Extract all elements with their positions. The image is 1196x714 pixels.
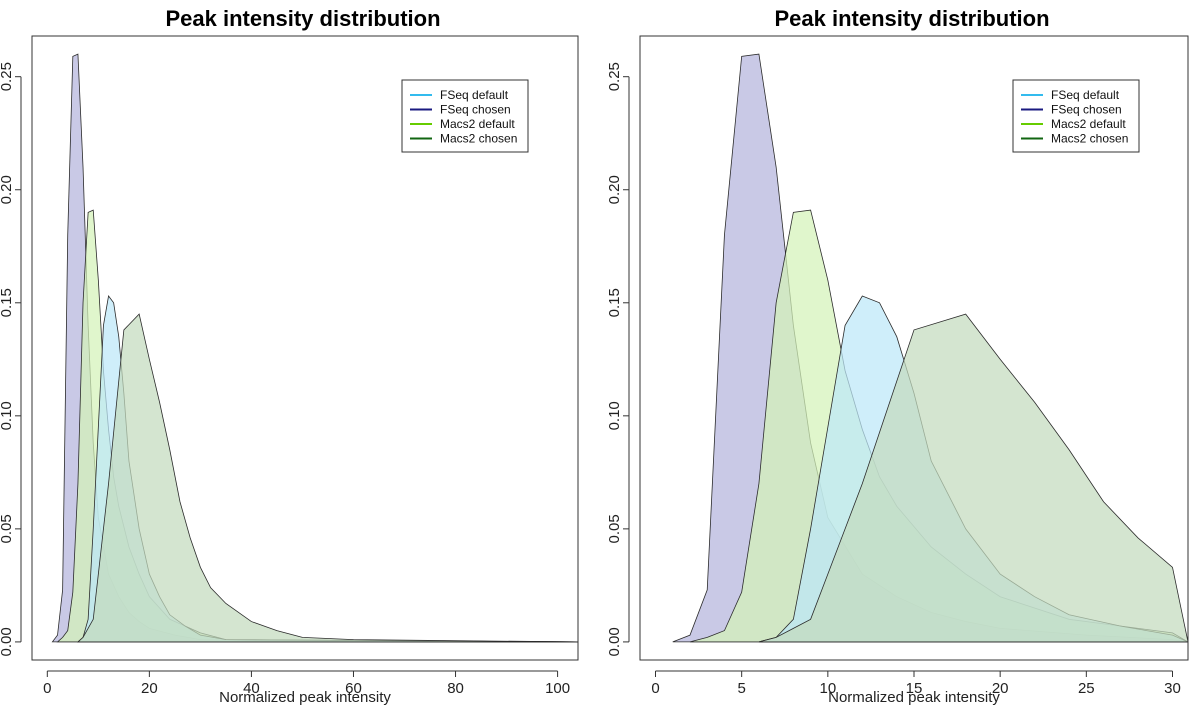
y-tick-label: 0.15 (606, 288, 623, 317)
x-tick-label: 30 (1164, 680, 1181, 697)
chart-panel-2: Peak intensity distribution 0 5 10 15 20 25 30 N… (606, 6, 1189, 706)
series-areas (51, 53, 578, 643)
x-tick-label: 0 (43, 680, 51, 697)
legend-box (1012, 79, 1140, 153)
chart-title: Peak intensity distribution (774, 6, 1049, 31)
legend-label: Macs2 chosen (1051, 132, 1128, 146)
x-tick-label: 60 (345, 680, 362, 697)
y-tick-label: 0.15 (0, 288, 15, 317)
x-tick-label: 100 (545, 680, 570, 697)
chart-title: Peak intensity distribution (165, 6, 440, 31)
legend-label: Macs2 default (1051, 117, 1126, 131)
y-tick-label: 0.05 (0, 514, 15, 543)
y-axis: 0.00 0.05 0.10 0.15 0.20 0.25 (606, 62, 630, 657)
plot-frame (639, 35, 1189, 661)
legend-box (401, 79, 529, 153)
y-tick-label: 0.25 (606, 62, 623, 91)
y-tick-label: 0.10 (606, 401, 623, 430)
legend-label: FSeq chosen (440, 103, 511, 117)
x-tick-label: 10 (819, 680, 836, 697)
chart-panel-1: Peak intensity distribution 0 20 40 60 80 100 N… (0, 6, 579, 706)
y-axis: 0.00 0.05 0.10 0.15 0.20 0.25 (0, 62, 22, 657)
x-axis: 0 5 10 15 20 25 30 Normalized peak intensity (651, 670, 1181, 706)
plot-frame (31, 35, 579, 661)
legend-label: FSeq default (440, 88, 509, 102)
series-areas (672, 53, 1188, 643)
x-axis-label: Normalized peak intensity (219, 689, 391, 706)
legend-label: Macs2 chosen (440, 132, 517, 146)
x-tick-label: 80 (447, 680, 464, 697)
y-tick-label: 0.05 (606, 514, 623, 543)
y-tick-label: 0.10 (0, 401, 15, 430)
x-tick-label: 5 (738, 680, 746, 697)
x-axis: 0 20 40 60 80 100 Normalized peak intensity (43, 670, 570, 706)
y-tick-label: 0.00 (0, 627, 15, 656)
y-tick-label: 0.20 (606, 175, 623, 204)
series-area-macs2-chosen (76, 313, 578, 643)
x-tick-label: 40 (243, 680, 260, 697)
y-tick-label: 0.25 (0, 62, 15, 91)
x-tick-label: 0 (651, 680, 659, 697)
x-tick-label: 15 (906, 680, 923, 697)
series-area-macs2-chosen (758, 313, 1188, 643)
x-tick-label: 20 (141, 680, 158, 697)
legend-label: FSeq default (1051, 88, 1120, 102)
x-axis-label: Normalized peak intensity (828, 689, 1000, 706)
legend-label: Macs2 default (440, 117, 515, 131)
y-tick-label: 0.00 (606, 627, 623, 656)
legend-label: FSeq chosen (1051, 103, 1122, 117)
y-tick-label: 0.20 (0, 175, 15, 204)
x-tick-label: 20 (992, 680, 1009, 697)
x-tick-label: 25 (1078, 680, 1095, 697)
